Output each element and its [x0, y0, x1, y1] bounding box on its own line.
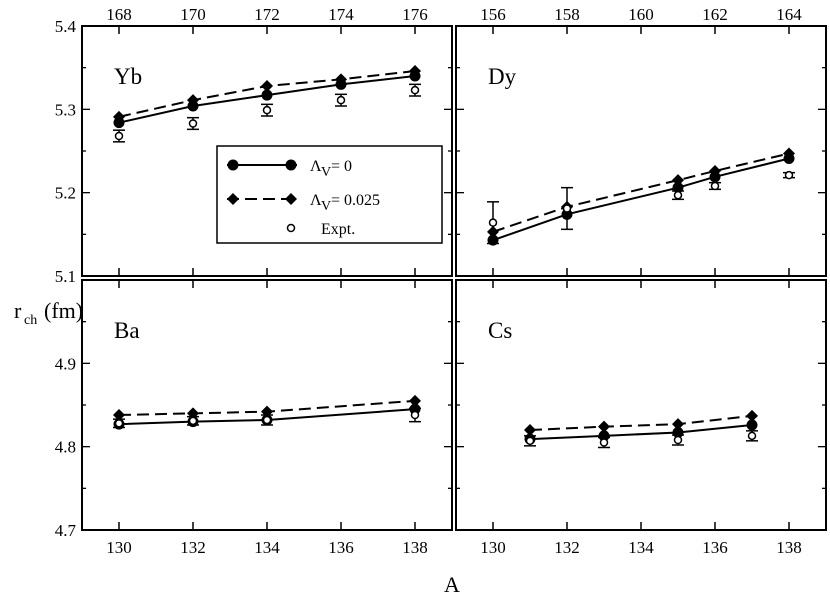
point-expt-yb-3: [336, 95, 346, 105]
legend-label-0-main: Λ: [310, 158, 322, 175]
x-tick-label-cs-0: 130: [480, 538, 506, 557]
y-tick-label-bottom-0: 4.7: [55, 521, 77, 540]
x-tick-label-ba-4: 138: [402, 538, 428, 557]
x-tick-label-yb-0: 168: [106, 5, 132, 24]
x-tick-label-ba-3: 136: [328, 538, 354, 557]
x-tick-label-ba-2: 134: [254, 538, 280, 557]
point-lambda-0-yb-4: [409, 70, 421, 82]
legend-marker-open-circle: [286, 223, 296, 233]
y-tick-label-bottom-2: 4.9: [55, 354, 76, 373]
point-lambda-0-dy-4: [783, 153, 795, 164]
point-lambda-0025-cs-1: [598, 420, 610, 433]
legend-label-1-subscript: V: [321, 199, 331, 214]
x-tick-label-ba-1: 132: [180, 538, 206, 557]
axis-ticks: 168 170 172 174 176 5.1 5.2 5.3 5.4 156 158 160 162 1…: [55, 5, 826, 557]
point-expt-dy-3: [710, 181, 720, 191]
point-lambda-0-yb-1: [187, 100, 199, 112]
x-tick-label-dy-4: 164: [776, 5, 802, 24]
y-tick-label-top-2: 5.3: [55, 100, 76, 119]
point-expt-ba-0: [114, 419, 124, 428]
series-lambda-0-line-ba: [118, 408, 416, 426]
x-tick-label-cs-1: 132: [554, 538, 580, 557]
element-label-ba: Ba: [114, 318, 140, 343]
x-tick-label-dy-3: 162: [702, 5, 728, 24]
series-lambda-0025-line-cs: [529, 414, 753, 431]
legend-label-1-main: Λ: [310, 192, 322, 209]
point-lambda-0-yb-3: [335, 78, 347, 90]
x-tick-label-yb-3: 174: [328, 5, 354, 24]
point-expt-ba-3: [410, 410, 420, 420]
point-expt-ba-1: [188, 416, 198, 426]
x-tick-label-yb-2: 172: [254, 5, 280, 24]
x-tick-label-yb-1: 170: [180, 5, 206, 24]
x-tick-label-cs-2: 134: [628, 538, 654, 557]
point-lambda-0-cs-1: [598, 430, 610, 442]
y-tick-label-top-3: 5.4: [55, 17, 77, 36]
x-tick-label-dy-0: 156: [480, 5, 506, 24]
series-lambda-0-line-cs: [529, 424, 753, 441]
point-expt-yb-2: [262, 105, 272, 115]
legend: Λ V = 0 Λ V = 0.025 Expt.: [216, 145, 443, 244]
point-expt-cs-3: [747, 431, 757, 441]
point-lambda-0025-cs-3: [746, 409, 758, 422]
y-axis-label-subscript: ch: [24, 313, 37, 328]
y-tick-label-top-0: 5.1: [55, 267, 76, 286]
point-expt-cs-0: [525, 436, 535, 446]
x-tick-label-dy-1: 158: [554, 5, 580, 24]
legend-label-2: Expt.: [321, 221, 355, 238]
point-lambda-0025-ba-0: [113, 409, 125, 421]
element-label-dy: Dy: [488, 64, 517, 89]
point-lambda-0025-yb-2: [261, 80, 273, 92]
legend-marker-circle-left: [227, 159, 239, 171]
x-tick-label-yb-4: 176: [402, 5, 428, 24]
panel-labels: Yb Dy Ba Cs: [114, 64, 517, 343]
x-tick-label-ba-0: 130: [106, 538, 132, 557]
y-axis-label: r ch (fm): [14, 298, 83, 328]
point-lambda-0025-ba-3: [409, 394, 421, 407]
point-expt-cs-1: [599, 438, 609, 447]
legend-label-1-rest: = 0.025: [331, 192, 380, 209]
legend-label-0-subscript: V: [321, 165, 331, 180]
point-lambda-0025-cs-2: [672, 418, 684, 431]
y-axis-label-main: r: [14, 298, 22, 323]
x-axis-label: A: [444, 572, 460, 597]
point-expt-yb-1: [188, 119, 198, 128]
legend-marker-diamond-left: [227, 193, 239, 205]
y-tick-label-top-1: 5.2: [55, 184, 76, 203]
point-lambda-0-dy-3: [709, 171, 721, 183]
legend-label-0-rest: = 0: [331, 158, 352, 175]
point-lambda-0025-cs-0: [524, 424, 536, 436]
series-lambda-0-line-dy: [492, 157, 790, 242]
legend-marker-diamond-right: [285, 193, 297, 205]
y-tick-label-bottom-1: 4.8: [55, 438, 76, 457]
element-label-cs: Cs: [488, 318, 512, 343]
point-expt-dy-2: [673, 190, 683, 200]
point-expt-dy-1: [562, 204, 572, 213]
x-tick-label-dy-2: 160: [628, 5, 654, 24]
x-tick-label-cs-4: 138: [776, 538, 802, 557]
data-series: [113, 65, 795, 449]
point-lambda-0-yb-0: [113, 117, 125, 129]
point-expt-dy-0: [488, 218, 498, 227]
series-lambda-0025-line-ba: [118, 399, 416, 416]
point-expt-yb-4: [410, 85, 420, 95]
legend-box: [216, 145, 443, 244]
point-expt-ba-2: [262, 415, 272, 425]
point-expt-cs-2: [673, 435, 683, 445]
legend-marker-circle-right: [285, 159, 297, 171]
y-axis-label-unit: (fm): [44, 298, 83, 323]
x-tick-label-cs-3: 136: [702, 538, 728, 557]
point-expt-yb-0: [114, 131, 124, 141]
element-label-yb: Yb: [114, 64, 142, 89]
point-expt-dy-4: [784, 170, 794, 180]
series-lambda-0025-line-dy: [492, 152, 790, 233]
point-lambda-0-cs-3: [746, 419, 758, 431]
point-lambda-0-yb-2: [261, 89, 273, 101]
